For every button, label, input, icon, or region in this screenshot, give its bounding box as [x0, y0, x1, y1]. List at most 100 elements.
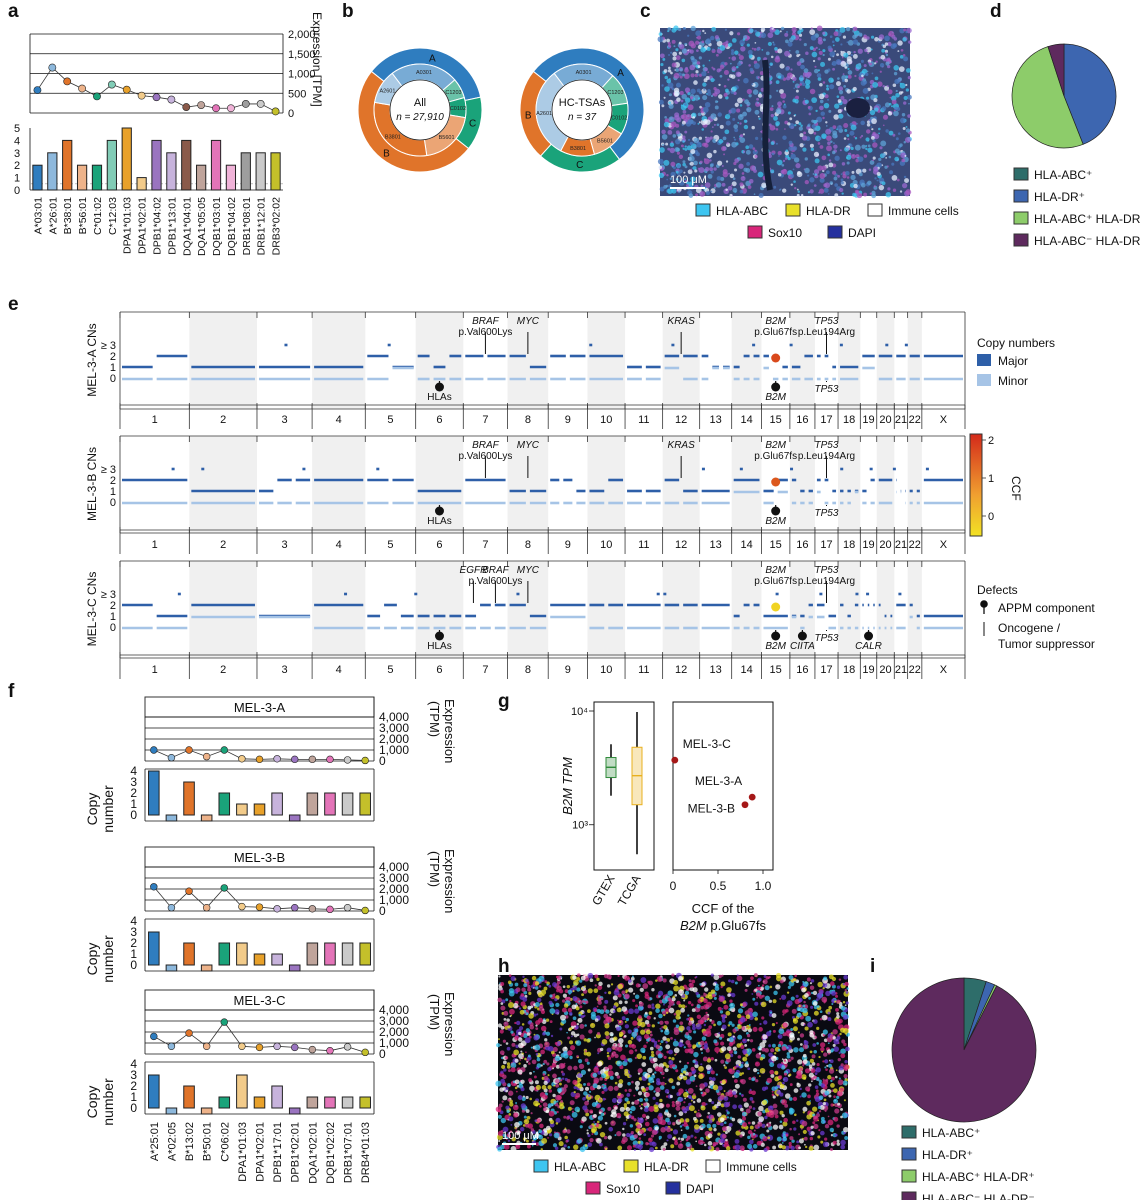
image-cell	[687, 91, 691, 96]
image-cell	[907, 114, 911, 118]
image-cell	[807, 71, 812, 77]
image-cell	[804, 1145, 808, 1149]
image-cell	[702, 29, 705, 33]
image-cell	[760, 32, 767, 39]
image-cell	[673, 45, 676, 48]
image-cell	[653, 1090, 656, 1093]
image-cell	[805, 1015, 812, 1022]
image-cell	[783, 1059, 787, 1062]
image-cell	[737, 97, 743, 104]
image-cell	[698, 1073, 704, 1080]
image-cell	[739, 39, 745, 46]
image-cell	[698, 73, 703, 77]
image-cell	[796, 1007, 801, 1012]
image-cell	[604, 1147, 608, 1151]
image-cell	[885, 61, 890, 66]
image-cell	[747, 1121, 751, 1125]
image-cell	[739, 1017, 746, 1023]
image-cell	[862, 88, 869, 94]
image-cell	[817, 1106, 821, 1109]
chromosome-label: 12	[675, 414, 687, 426]
image-cell	[815, 1067, 821, 1073]
copy-number-bar	[165, 814, 178, 822]
x-tick-label: DPA1*02:01	[137, 197, 149, 254]
chromosome-label: 10	[600, 664, 612, 676]
image-cell	[768, 975, 771, 979]
panel-letter-e: e	[8, 294, 19, 315]
image-cell	[716, 176, 722, 181]
image-cell	[701, 982, 706, 987]
image-cell	[836, 125, 843, 131]
image-cell	[502, 1060, 507, 1065]
image-cell	[702, 64, 705, 67]
image-cell	[868, 168, 872, 172]
image-cell	[778, 1144, 783, 1149]
image-cell	[583, 1014, 586, 1017]
image-cell	[658, 165, 663, 170]
image-cell	[838, 978, 842, 981]
image-cell	[621, 990, 626, 995]
image-cell	[842, 1080, 848, 1086]
image-cell	[661, 143, 665, 146]
image-cell	[740, 1044, 745, 1049]
image-cell	[697, 44, 702, 50]
copy-number-bar	[324, 792, 336, 816]
image-cell	[752, 1133, 756, 1136]
image-cell	[621, 1006, 628, 1012]
cn-tick-label: 1	[110, 486, 116, 498]
image-cell	[766, 1077, 773, 1084]
image-cell	[652, 1141, 655, 1145]
image-cell	[665, 1117, 670, 1123]
image-cell	[830, 1134, 834, 1137]
image-cell	[555, 1083, 560, 1088]
image-cell	[523, 1064, 527, 1068]
chromosome-shade	[189, 561, 257, 658]
image-cell	[902, 126, 906, 130]
image-cell	[798, 1004, 801, 1008]
image-cell	[843, 1042, 847, 1047]
image-cell	[819, 82, 823, 87]
image-cell	[616, 1075, 621, 1079]
image-cell	[761, 182, 767, 189]
image-cell	[501, 999, 506, 1004]
image-cell	[818, 48, 821, 51]
pie-d-slice	[1063, 43, 1117, 145]
image-cell	[665, 1095, 669, 1098]
image-cell	[589, 1109, 594, 1114]
image-cell	[811, 97, 818, 104]
image-cell	[772, 1029, 776, 1033]
image-cell	[796, 188, 799, 191]
image-cell	[628, 1044, 633, 1048]
image-cell	[860, 134, 864, 138]
axis-title: Expression [TPM]	[310, 12, 324, 107]
appm-head	[434, 506, 444, 516]
image-cell	[797, 1059, 803, 1065]
image-cell	[734, 1094, 738, 1098]
image-cell	[792, 98, 797, 103]
image-cell	[615, 1112, 622, 1119]
image-cell	[801, 1092, 807, 1098]
image-cell	[636, 1035, 642, 1041]
image-cell	[903, 175, 907, 179]
image-cell	[510, 1146, 517, 1152]
expression-point	[255, 755, 264, 764]
image-cell	[843, 1074, 848, 1079]
image-cell	[673, 980, 679, 985]
image-cell	[681, 48, 688, 54]
image-cell	[745, 1014, 751, 1020]
image-cell	[670, 71, 673, 75]
donut-outer-label: B	[383, 148, 390, 159]
copy-number-bar	[341, 792, 354, 816]
image-cell	[818, 136, 822, 141]
image-cell	[884, 102, 890, 108]
image-cell	[823, 1052, 828, 1057]
image-cell	[604, 1121, 608, 1125]
image-cell	[772, 1109, 779, 1115]
expression-point	[308, 905, 317, 913]
image-cell	[706, 1058, 712, 1063]
image-cell	[720, 1122, 724, 1127]
image-cell	[577, 1077, 582, 1083]
image-cell	[903, 28, 907, 32]
image-cell	[790, 1145, 795, 1151]
image-cell	[759, 1056, 764, 1061]
